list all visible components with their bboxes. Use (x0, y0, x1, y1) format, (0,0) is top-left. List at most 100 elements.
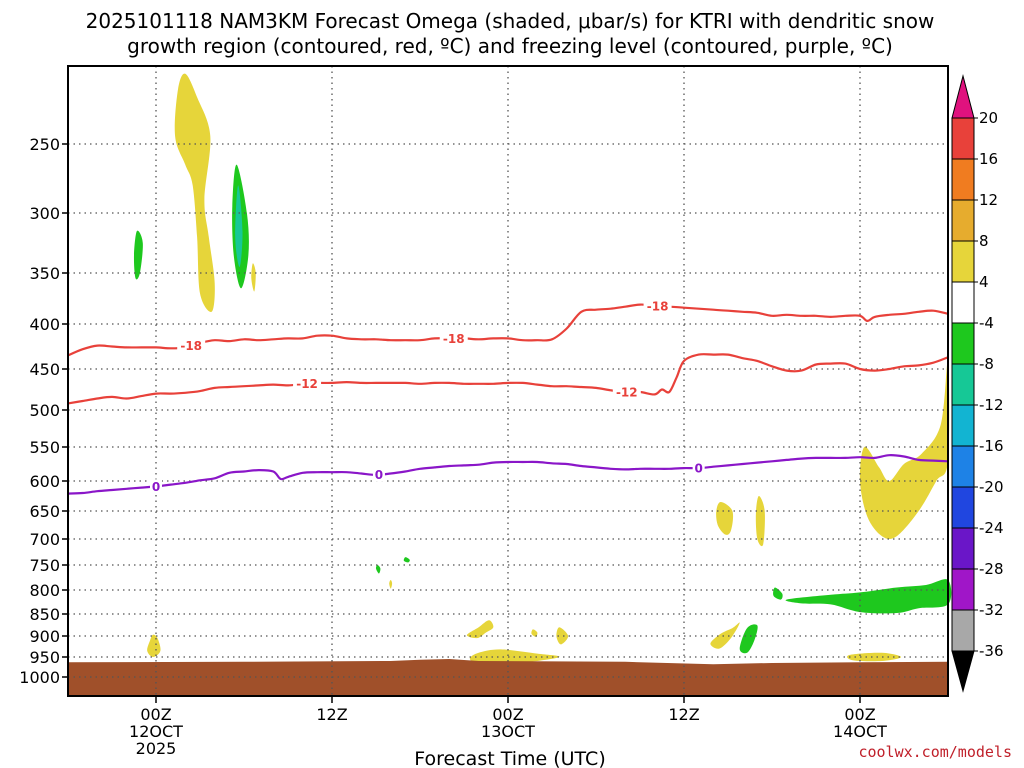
omega-shading (133, 73, 952, 665)
x-tick-label-0-0: 00Z (140, 705, 171, 724)
credit-text: coolwx.com/models (858, 743, 1012, 761)
y-tick-label-950: 950 (29, 648, 60, 667)
freezing-level-0-label-0: 0 (152, 480, 160, 494)
colorbar-label-9: -20 (979, 478, 1004, 496)
colorbar-segment-12 (951, 609, 975, 652)
dgz-minus18-line (67, 303, 949, 357)
colorbar-segment-1 (951, 158, 975, 201)
y-tick-label-650: 650 (29, 502, 60, 521)
colorbar-label-0: 20 (979, 109, 998, 127)
omega-pos-low-900 (710, 622, 740, 649)
omega-pos-pair-3 (556, 627, 569, 645)
y-tick-label-1000: 1000 (19, 668, 60, 687)
dgz-minus18-label-0: -18 (180, 339, 202, 353)
colorbar-segment-0 (951, 117, 975, 160)
freezing-level-0-label-bg-0 (150, 479, 162, 494)
dgz-minus18-label-bg-2 (643, 298, 672, 313)
omega-neg-dot-2 (403, 557, 410, 563)
omega-pos-pair-1 (466, 620, 494, 639)
freezing-level-0-label-bg-2 (692, 461, 705, 476)
y-axis: 250 300 350 400 450 500 550 600 650 700 750 800 850 9… (19, 135, 68, 687)
omega-pos-upper-column (174, 73, 215, 313)
dgz-minus12-label-0: -12 (296, 377, 318, 391)
y-tick-label-350: 350 (29, 264, 60, 283)
colorbar-label-10: -24 (979, 519, 1004, 537)
dgz-minus18-label-bg-1 (439, 331, 468, 346)
dgz-minus12-label-bg-1 (612, 384, 641, 399)
dgz-minus12-label-1: -12 (616, 385, 638, 399)
omega-pos-tiny-350 (251, 263, 256, 292)
freezing-level-0-line (67, 454, 949, 495)
contour-lines: -18 -18 -18 -12 -12 0 0 0 (67, 298, 949, 495)
colorbar-label-2: 12 (979, 191, 998, 209)
x-tick-label-0-2: 2025 (136, 739, 177, 758)
omega-pos-thin-620 (755, 495, 765, 547)
dgz-minus18-label-1: -18 (443, 332, 465, 346)
freezing-level-0-label-bg-1 (372, 467, 385, 482)
x-tick-label-3-0: 12Z (668, 705, 699, 724)
x-tick-label-4-1: 14OCT (833, 722, 887, 741)
colorbar-label-8: -16 (979, 437, 1004, 455)
colorbar-segment-11 (951, 568, 975, 611)
omega-pos-dot-650 (716, 502, 734, 535)
omega-pos-dot-3 (389, 580, 393, 589)
y-tick-label-750: 750 (29, 556, 60, 575)
x-tick-label-1-0: 12Z (316, 705, 347, 724)
y-tick-label-800: 800 (29, 581, 60, 600)
y-tick-label-600: 600 (29, 472, 60, 491)
colorbar-segment-7 (951, 404, 975, 447)
colorbar-top-arrow (951, 74, 975, 119)
colorbar: 20 16 12 8 4 -4 -8 -12 -16 -20 -24 -28 -32 -36 (951, 74, 1004, 693)
y-tick-label-450: 450 (29, 360, 60, 379)
colorbar-label-1: 16 (979, 150, 998, 168)
dgz-minus18-label-2: -18 (647, 299, 669, 313)
y-tick-label-300: 300 (29, 204, 60, 223)
omega-neg-upper-teal (235, 185, 243, 268)
freezing-level-0-label-1: 0 (375, 468, 383, 482)
colorbar-segment-2 (951, 199, 975, 242)
y-tick-label-700: 700 (29, 530, 60, 549)
chart-title-line-2: growth region (contoured, red, ºC) and f… (127, 34, 893, 58)
y-tick-label-550: 550 (29, 438, 60, 457)
x-tick-label-0-1: 12OCT (129, 722, 183, 741)
colorbar-bottom-arrow (951, 650, 975, 693)
y-tick-label-900: 900 (29, 627, 60, 646)
colorbar-segment-9 (951, 486, 975, 529)
grid-lines (68, 66, 948, 696)
x-tick-label-4-0: 00Z (844, 705, 875, 724)
freezing-level-0-label-2: 0 (694, 462, 702, 476)
x-tick-label-2-0: 00Z (492, 705, 523, 724)
colorbar-label-3: 8 (979, 232, 989, 250)
x-tick-label-2-1: 13OCT (481, 722, 535, 741)
colorbar-segment-5 (951, 322, 975, 365)
colorbar-label-5: -4 (979, 314, 994, 332)
omega-neg-right-band (785, 579, 952, 614)
omega-neg-small-green (133, 230, 143, 280)
chart-title-line-1: 2025101118 NAM3KM Forecast Omega (shaded… (86, 9, 935, 33)
omega-neg-dot-800 (773, 587, 783, 600)
dgz-minus12-line (67, 353, 949, 405)
colorbar-segment-3 (951, 240, 975, 283)
y-tick-label-500: 500 (29, 401, 60, 420)
omega-neg-low-900 (739, 624, 758, 654)
dgz-minus18-label-bg-0 (177, 338, 206, 353)
colorbar-label-13: -36 (979, 642, 1004, 660)
omega-neg-dot-1 (375, 565, 381, 574)
colorbar-segment-8 (951, 445, 975, 488)
y-tick-label-850: 850 (29, 605, 60, 624)
dgz-minus12-label-bg-0 (293, 376, 322, 391)
colorbar-label-4: 4 (979, 273, 989, 291)
colorbar-segment-10 (951, 527, 975, 570)
colorbar-label-12: -32 (979, 601, 1004, 619)
colorbar-label-7: -12 (979, 396, 1004, 414)
colorbar-label-6: -8 (979, 355, 994, 373)
x-axis-title: Forecast Time (UTC) (414, 748, 605, 768)
colorbar-label-11: -28 (979, 560, 1004, 578)
y-tick-label-400: 400 (29, 315, 60, 334)
omega-pos-pair-2 (531, 629, 538, 637)
colorbar-segment-4 (951, 281, 975, 324)
omega-pos-right-column (859, 359, 950, 540)
